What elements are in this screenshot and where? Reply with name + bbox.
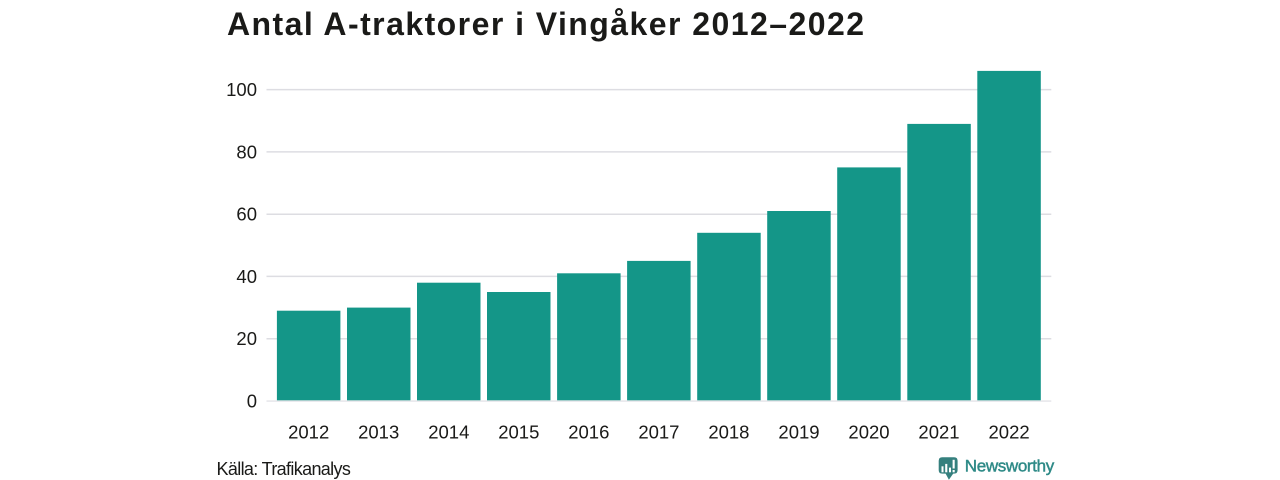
svg-text:0: 0 [247, 391, 257, 412]
svg-text:2012: 2012 [288, 422, 329, 443]
svg-text:2017: 2017 [638, 422, 679, 443]
svg-text:2020: 2020 [848, 422, 889, 443]
svg-text:100: 100 [226, 79, 257, 100]
svg-text:2022: 2022 [989, 422, 1030, 443]
svg-text:60: 60 [236, 204, 257, 225]
svg-text:20: 20 [236, 328, 257, 349]
svg-text:2014: 2014 [428, 422, 469, 443]
svg-text:Antal A-traktorer i Vingåker 2: Antal A-traktorer i Vingåker 2012–2022 [227, 6, 866, 42]
svg-text:80: 80 [236, 141, 257, 162]
svg-text:Källa: Trafikanalys: Källa: Trafikanalys [217, 459, 351, 479]
svg-text:2019: 2019 [778, 422, 819, 443]
svg-text:Newsworthy: Newsworthy [965, 456, 1055, 475]
svg-text:2016: 2016 [568, 422, 609, 443]
svg-text:2021: 2021 [918, 422, 959, 443]
svg-text:2018: 2018 [708, 422, 749, 443]
svg-text:2013: 2013 [358, 422, 399, 443]
svg-text:2015: 2015 [498, 422, 539, 443]
svg-text:40: 40 [236, 266, 257, 287]
